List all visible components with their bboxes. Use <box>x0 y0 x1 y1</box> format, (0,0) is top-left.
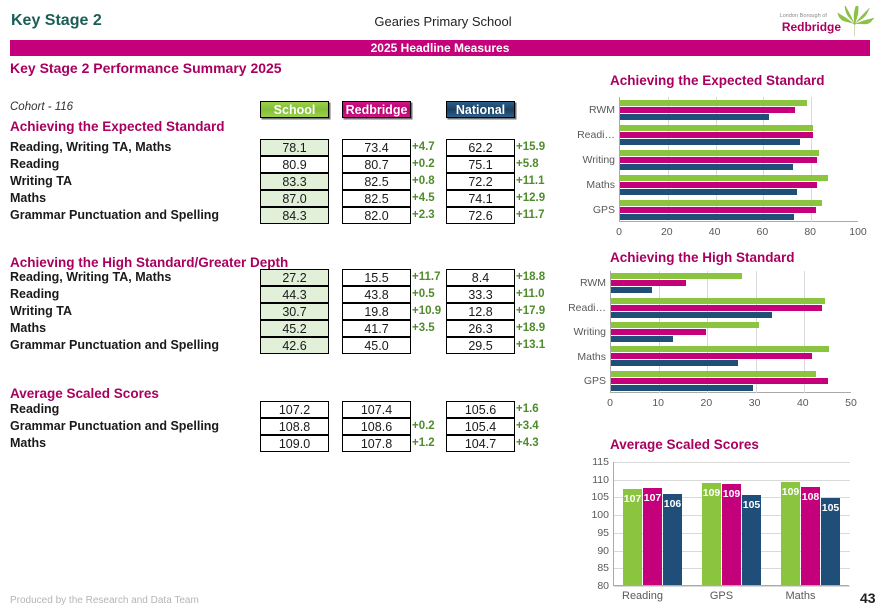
svg-text:Redbridge: Redbridge <box>782 20 841 34</box>
svg-text:London Borough of: London Borough of <box>779 13 827 19</box>
